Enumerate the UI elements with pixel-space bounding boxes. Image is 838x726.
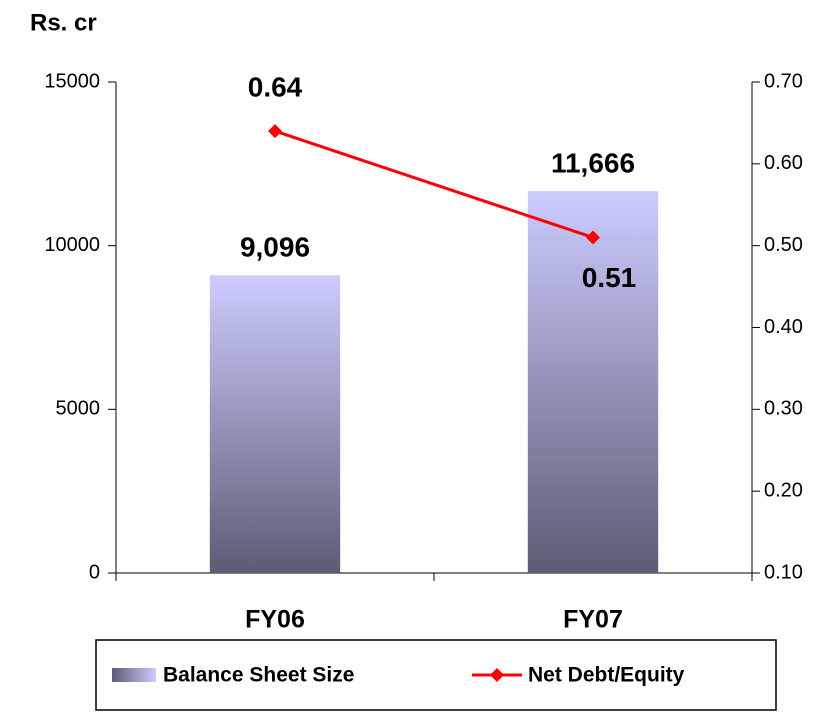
x-tick-label: FY06 (245, 606, 305, 634)
data-label: 0.51 (582, 262, 637, 293)
data-label: 9,096 (240, 232, 310, 263)
y-tick-label: 15000 (44, 70, 100, 92)
data-label: 0.64 (248, 71, 303, 102)
bar (527, 191, 659, 573)
legend-marker (490, 668, 504, 682)
line-marker (268, 124, 282, 139)
y2-tick-label: 0.10 (764, 561, 803, 583)
data-label: 11,666 (551, 148, 635, 179)
y-tick-label: 5000 (56, 398, 101, 420)
x-tick-label: FY07 (563, 606, 623, 634)
y2-tick-label: 0.70 (764, 70, 803, 92)
y-axis-label: Rs. cr (30, 9, 97, 36)
y2-tick-label: 0.40 (764, 316, 803, 338)
legend-box (95, 639, 777, 711)
y2-tick-label: 0.60 (764, 152, 803, 174)
legend-swatch (112, 668, 156, 682)
bar (209, 275, 341, 573)
legend-label: Balance Sheet Size (163, 664, 354, 687)
y2-tick-label: 0.50 (764, 234, 803, 256)
line (274, 129, 594, 239)
legend-label: Net Debt/Equity (528, 664, 685, 687)
y-tick-label: 10000 (44, 234, 100, 256)
y2-tick-label: 0.20 (764, 479, 803, 501)
line-marker (586, 230, 600, 245)
y2-tick-label: 0.30 (764, 398, 803, 420)
y-tick-label: 0 (89, 561, 100, 583)
